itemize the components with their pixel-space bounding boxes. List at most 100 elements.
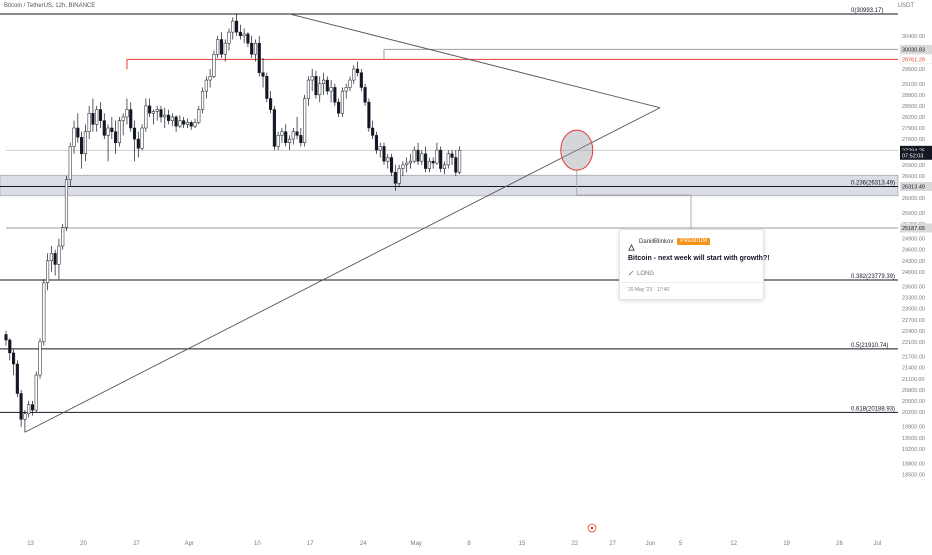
price-tick: 28200.00 [902, 115, 925, 121]
candle-body [371, 127, 375, 136]
candle [174, 115, 178, 132]
candle-body [333, 87, 337, 103]
price-tick: 22100.00 [902, 340, 925, 346]
candle [280, 128, 284, 143]
candle [348, 76, 352, 92]
idea-author-row[interactable]: DaniilBlinkov PREMIUM [628, 238, 711, 251]
candle-body [276, 135, 280, 147]
price-tick: 29100.00 [902, 82, 925, 88]
candle-body [140, 127, 144, 149]
candle [38, 338, 42, 379]
candle [344, 83, 348, 99]
candle-body [416, 149, 420, 162]
candle-body [8, 339, 12, 354]
fibonacci-levels: 0(30993.17) 0.236(26313.49) 0.382(23779.39… [0, 8, 898, 413]
candle-body [19, 393, 23, 420]
time-tick: 17 [307, 541, 314, 547]
idea-card[interactable]: DaniilBlinkov PREMIUM Bitcoin - next wee… [619, 229, 770, 300]
candle [424, 146, 428, 173]
candle-body [64, 179, 69, 228]
candle-body [117, 120, 121, 143]
author-avatar-icon [628, 238, 635, 251]
time-tick: 27 [609, 541, 616, 547]
candle [208, 69, 212, 88]
candle-body [446, 153, 450, 166]
candle [163, 107, 167, 128]
candle-body [458, 150, 462, 173]
chart-title: Bitcoin / TetherUS, 12h, BINANCE [4, 3, 96, 9]
candle-body [442, 164, 447, 169]
candle-body [261, 72, 265, 77]
candle-body [257, 42, 261, 73]
candle [390, 153, 394, 176]
candle [95, 105, 99, 132]
price-tick: 29500.00 [902, 67, 925, 73]
time-tick: 20 [80, 541, 87, 547]
time-tick: 13 [27, 541, 34, 547]
time-axis[interactable]: 13 20 27 Apr 10 17 24 May 8 15 22 27 Jun 5 12 19 26 Jul [27, 541, 881, 547]
candle [125, 98, 129, 125]
time-tick: Jul [873, 541, 881, 547]
fib-label: 0.382(23779.39) [851, 274, 895, 280]
candle [83, 124, 87, 162]
candle [318, 76, 322, 103]
candle [144, 98, 148, 132]
candle [257, 35, 261, 77]
candle-body [424, 153, 428, 169]
highlight-ellipse [560, 129, 594, 171]
candle [8, 338, 12, 361]
candle [80, 131, 84, 169]
candle-body [38, 341, 42, 376]
candle [193, 118, 197, 128]
candle-body [170, 116, 174, 121]
price-tick: 19200.00 [902, 447, 925, 453]
price-tag: 29761.29 [899, 54, 932, 65]
candle [129, 102, 133, 132]
candle [374, 131, 378, 154]
candle-body [76, 127, 80, 138]
candle [420, 150, 424, 165]
candle-body [412, 149, 416, 162]
candle-body [57, 245, 61, 265]
price-axis[interactable]: 30400.0030100.0029800.0029500.0029100.00… [899, 34, 932, 479]
candle [91, 98, 95, 132]
author-name[interactable]: DaniilBlinkov [639, 238, 674, 245]
candle-body [27, 404, 31, 415]
candle-body [223, 42, 227, 55]
candle [397, 164, 401, 187]
candle-body [291, 131, 295, 140]
candle [15, 360, 19, 398]
candle [72, 120, 76, 154]
candle [87, 105, 91, 140]
candle-body [378, 146, 382, 151]
candle-body [454, 157, 458, 173]
candle-body [208, 76, 212, 81]
candle [378, 142, 382, 158]
candle-body [318, 83, 322, 96]
connector-line [576, 170, 692, 229]
candle [12, 349, 16, 376]
price-tick: 26600.00 [902, 174, 925, 180]
candle [321, 72, 326, 95]
fib-label: 0(30993.17) [851, 8, 883, 14]
candle-body [166, 114, 171, 121]
price-tick: 19500.00 [902, 436, 925, 442]
candle-body [390, 157, 394, 173]
fib-label: 0.618(20188.93) [851, 406, 895, 412]
candle-body [321, 79, 326, 84]
idea-title[interactable]: Bitcoin - next week will start with grow… [628, 255, 770, 262]
horizontal-lines [6, 48, 898, 229]
candle-body [306, 79, 310, 99]
candle [246, 32, 250, 47]
candle [4, 330, 8, 346]
candle [242, 28, 246, 44]
replay-icon-ring [587, 523, 597, 533]
candle-body [397, 168, 401, 184]
price-tick: 20200.00 [902, 410, 925, 416]
triangle-lower-line [24, 107, 661, 433]
candle [340, 87, 344, 117]
candle-body [284, 131, 288, 143]
time-tick: May [410, 541, 421, 547]
